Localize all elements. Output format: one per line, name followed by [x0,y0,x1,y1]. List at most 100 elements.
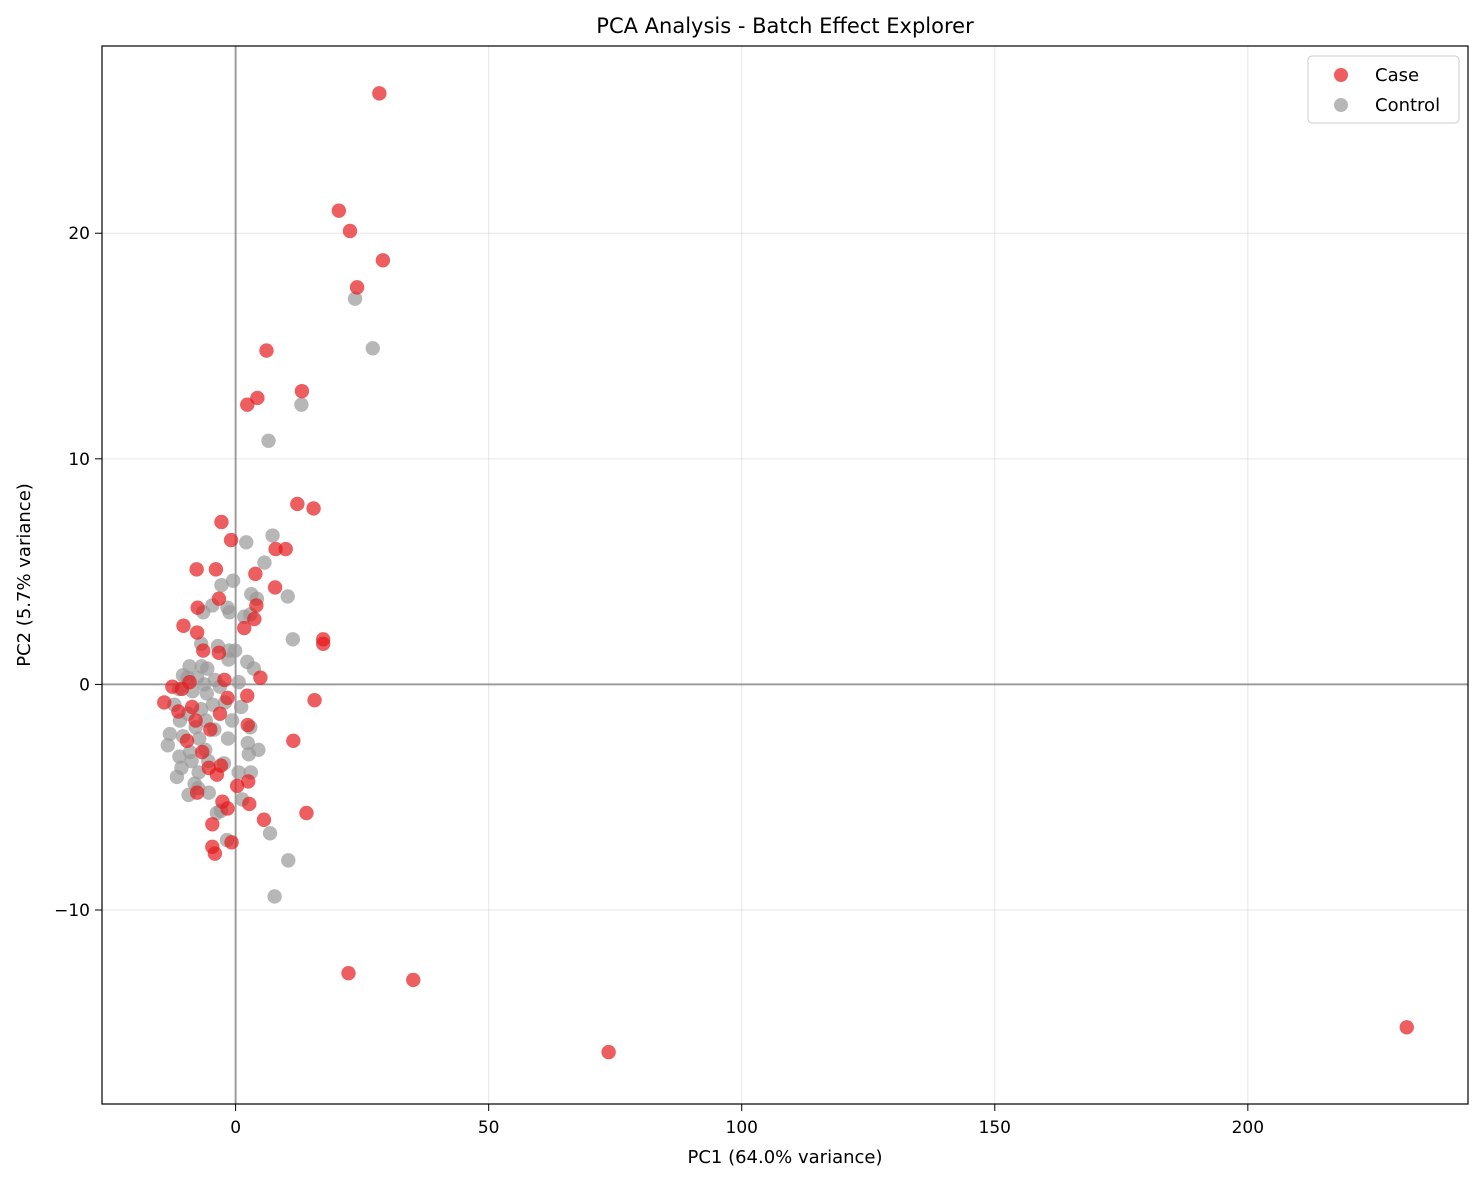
case-point [188,713,203,728]
y-tick-label: 20 [68,224,90,244]
x-axis-ticks: 0 50 100 150 200 [230,1104,1264,1138]
case-point [299,805,314,821]
control-point [281,853,296,868]
case-point [256,812,272,827]
data-points [157,86,1414,1060]
case-point [189,785,205,800]
y-tick-label: 10 [68,450,90,470]
legend-control-label: Control [1375,95,1440,116]
case-point [205,817,220,832]
control-point [160,738,175,753]
control-point [241,747,256,762]
legend-case-label: Case [1375,65,1419,86]
control-point [239,535,254,550]
case-point [209,767,225,782]
control-point [231,674,246,690]
case-point [220,801,235,816]
series-case [157,86,1414,1060]
case-point [242,796,257,812]
case-point [182,674,197,690]
case-point [241,774,256,789]
y-axis-ticks: −10 0 10 20 [54,224,102,921]
y-tick-label: −10 [54,901,90,921]
case-point [223,532,239,548]
case-point [349,280,365,295]
x-tick-label: 50 [478,1118,500,1138]
control-point [225,573,241,588]
case-point [406,972,421,988]
case-point [601,1044,616,1060]
control-point [184,753,199,769]
case-point [157,695,172,710]
control-point [172,749,187,764]
control-point [262,826,278,841]
legend-control-marker [1334,98,1348,112]
case-point [372,86,387,101]
control-point [267,889,282,904]
case-point [214,514,229,530]
control-point [347,291,363,306]
case-point [179,733,195,749]
case-point [220,690,235,706]
control-point [257,555,272,570]
case-point [240,397,255,412]
x-tick-label: 150 [979,1118,1011,1138]
case-point [189,625,205,640]
case-point [290,496,305,512]
y-tick-label: 0 [79,675,90,695]
case-point [208,562,224,577]
case-point [331,203,347,218]
case-point [341,965,356,981]
control-point [222,605,237,620]
case-point [237,620,252,636]
case-point [229,778,245,794]
control-point [169,769,185,785]
control-point [233,699,249,715]
case-point [259,343,274,358]
legend-case-marker [1334,68,1348,82]
case-point [294,383,310,399]
x-tick-label: 100 [726,1118,758,1138]
control-point [199,686,214,701]
x-tick-label: 0 [230,1118,241,1138]
case-point [247,611,262,627]
case-point [306,501,321,516]
case-point [1399,1020,1414,1035]
case-point [190,600,205,615]
case-point [342,223,358,239]
control-point [201,785,216,800]
case-point [286,733,301,749]
control-point [240,735,255,751]
case-point [240,717,255,733]
case-point [267,580,283,595]
case-point [211,645,227,661]
case-point [249,598,264,613]
case-point [176,618,191,633]
case-point [217,672,232,688]
case-point [196,643,211,658]
case-point [203,722,218,737]
case-point [248,566,263,582]
case-point [315,636,331,652]
control-point [162,726,178,742]
case-point [240,688,255,703]
case-point [278,541,293,557]
case-point [195,744,210,760]
case-point [189,562,204,577]
case-point [184,699,200,715]
case-point [171,704,186,719]
case-point [207,846,223,861]
control-point [191,731,207,746]
control-point [200,661,215,676]
chart-title: PCA Analysis - Batch Effect Explorer [596,14,974,38]
case-point [211,591,227,606]
legend: Case Control [1307,55,1460,124]
control-point [224,713,240,728]
y-axis-label: PC2 (5.7% variance) [14,483,35,667]
plot-frame [101,45,1469,1105]
control-point [285,632,301,647]
control-point [261,433,276,448]
control-point [265,528,280,543]
case-point [250,390,265,406]
